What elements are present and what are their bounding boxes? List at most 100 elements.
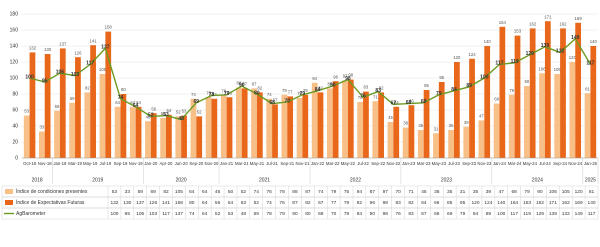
table-value: 39	[486, 189, 492, 195]
data-label: 130	[44, 47, 52, 52]
bar	[363, 91, 369, 158]
y-tick-label: 60	[12, 107, 18, 113]
data-label: 97	[343, 74, 348, 79]
data-label: 106	[538, 66, 546, 71]
table-value: 130	[123, 200, 131, 206]
bar	[454, 62, 460, 158]
table-value: 45	[421, 189, 427, 195]
table-value: 139	[549, 211, 557, 217]
data-label: 90	[239, 82, 245, 88]
x-tick-label: Mar-23	[417, 161, 431, 166]
table-value: 171	[549, 200, 557, 206]
table-value: 169	[575, 200, 583, 206]
bar	[211, 98, 218, 158]
data-label: 66	[409, 98, 414, 103]
table-value: 117	[162, 211, 170, 217]
bar	[478, 120, 485, 158]
table-value: 77	[331, 200, 337, 206]
bar	[575, 22, 582, 158]
data-label: 35	[449, 123, 454, 128]
y-tick-label: 0	[15, 155, 18, 161]
data-label: 171	[544, 14, 552, 19]
bar	[590, 46, 597, 158]
data-label: 162	[529, 22, 537, 27]
x-tick-label: May-19	[83, 161, 98, 166]
legend-label: AgBarometer	[16, 211, 46, 217]
data-label: 103	[71, 72, 80, 78]
data-label: 35	[418, 123, 423, 128]
x-tick-label: Nov-18	[38, 161, 52, 166]
data-label: 67	[391, 101, 397, 107]
data-label: 81	[585, 86, 590, 91]
bar	[387, 122, 394, 158]
data-label: 39	[464, 120, 469, 125]
bar	[499, 26, 506, 158]
table-value: 79	[460, 211, 466, 217]
bar	[150, 113, 157, 158]
data-label: 140	[484, 39, 492, 44]
data-label: 69	[421, 99, 427, 105]
data-label: 126	[74, 50, 82, 55]
x-tick-label: Mar-21	[235, 161, 249, 166]
bar	[84, 92, 91, 158]
table-row	[1, 185, 599, 198]
bar	[135, 106, 142, 158]
data-label: 96	[333, 74, 338, 79]
table-value: 83	[395, 200, 401, 206]
table-value: 33	[125, 189, 131, 195]
bar	[408, 105, 415, 158]
table-value: 68	[434, 211, 440, 217]
data-label: 56	[151, 106, 156, 111]
data-label: 117	[586, 61, 594, 67]
data-label: 47	[479, 114, 484, 119]
bar	[90, 45, 96, 159]
table-value: 87	[305, 189, 311, 195]
bar	[196, 116, 203, 158]
table-value: 149	[575, 211, 583, 217]
bar	[524, 86, 530, 158]
table-value: 132	[562, 211, 570, 217]
data-label: 76	[206, 90, 211, 95]
bar	[75, 57, 81, 159]
bar	[129, 106, 136, 158]
table-value: 67	[421, 211, 427, 217]
data-label: 80	[121, 87, 126, 92]
table-value: 90	[370, 211, 376, 217]
bar	[378, 92, 384, 158]
table-value: 79	[344, 211, 350, 217]
table-value: 56	[215, 200, 221, 206]
table-value: 76	[395, 211, 401, 217]
data-label: 52	[148, 113, 154, 119]
x-tick-label: May-24	[523, 161, 538, 166]
table-value: 106	[136, 211, 144, 217]
table-value: 74	[254, 189, 260, 195]
line-series	[29, 37, 592, 121]
bar	[99, 74, 106, 158]
bar	[493, 103, 500, 158]
table-value: 71	[408, 189, 414, 195]
table-value: 89	[486, 211, 492, 217]
data-label: 83	[375, 88, 381, 94]
data-label: 158	[105, 25, 113, 30]
bar	[393, 106, 400, 158]
table-value: 81	[589, 189, 595, 195]
table-value: 35	[447, 189, 453, 195]
data-label: 79	[436, 91, 442, 97]
x-tick-label: May-21	[250, 161, 265, 166]
legend-label: Índice de Expectativas Futuras	[16, 199, 85, 206]
table-value: 96	[370, 200, 376, 206]
x-tick-label: Mar-24	[508, 161, 522, 166]
x-tick-label: Nov-23	[477, 161, 491, 166]
bar	[342, 80, 348, 158]
table-value: 48	[241, 211, 247, 217]
table-value: 52	[254, 200, 260, 206]
data-label: 70	[284, 98, 290, 104]
table-value: 87	[292, 200, 298, 206]
table-value: 87	[370, 189, 376, 195]
table-value: 162	[536, 200, 544, 206]
data-label: 95	[42, 78, 48, 84]
table-value: 117	[588, 211, 596, 217]
y-tick-label: 40	[12, 123, 18, 129]
table-value: 53	[241, 200, 247, 206]
data-label: 45	[388, 115, 393, 120]
